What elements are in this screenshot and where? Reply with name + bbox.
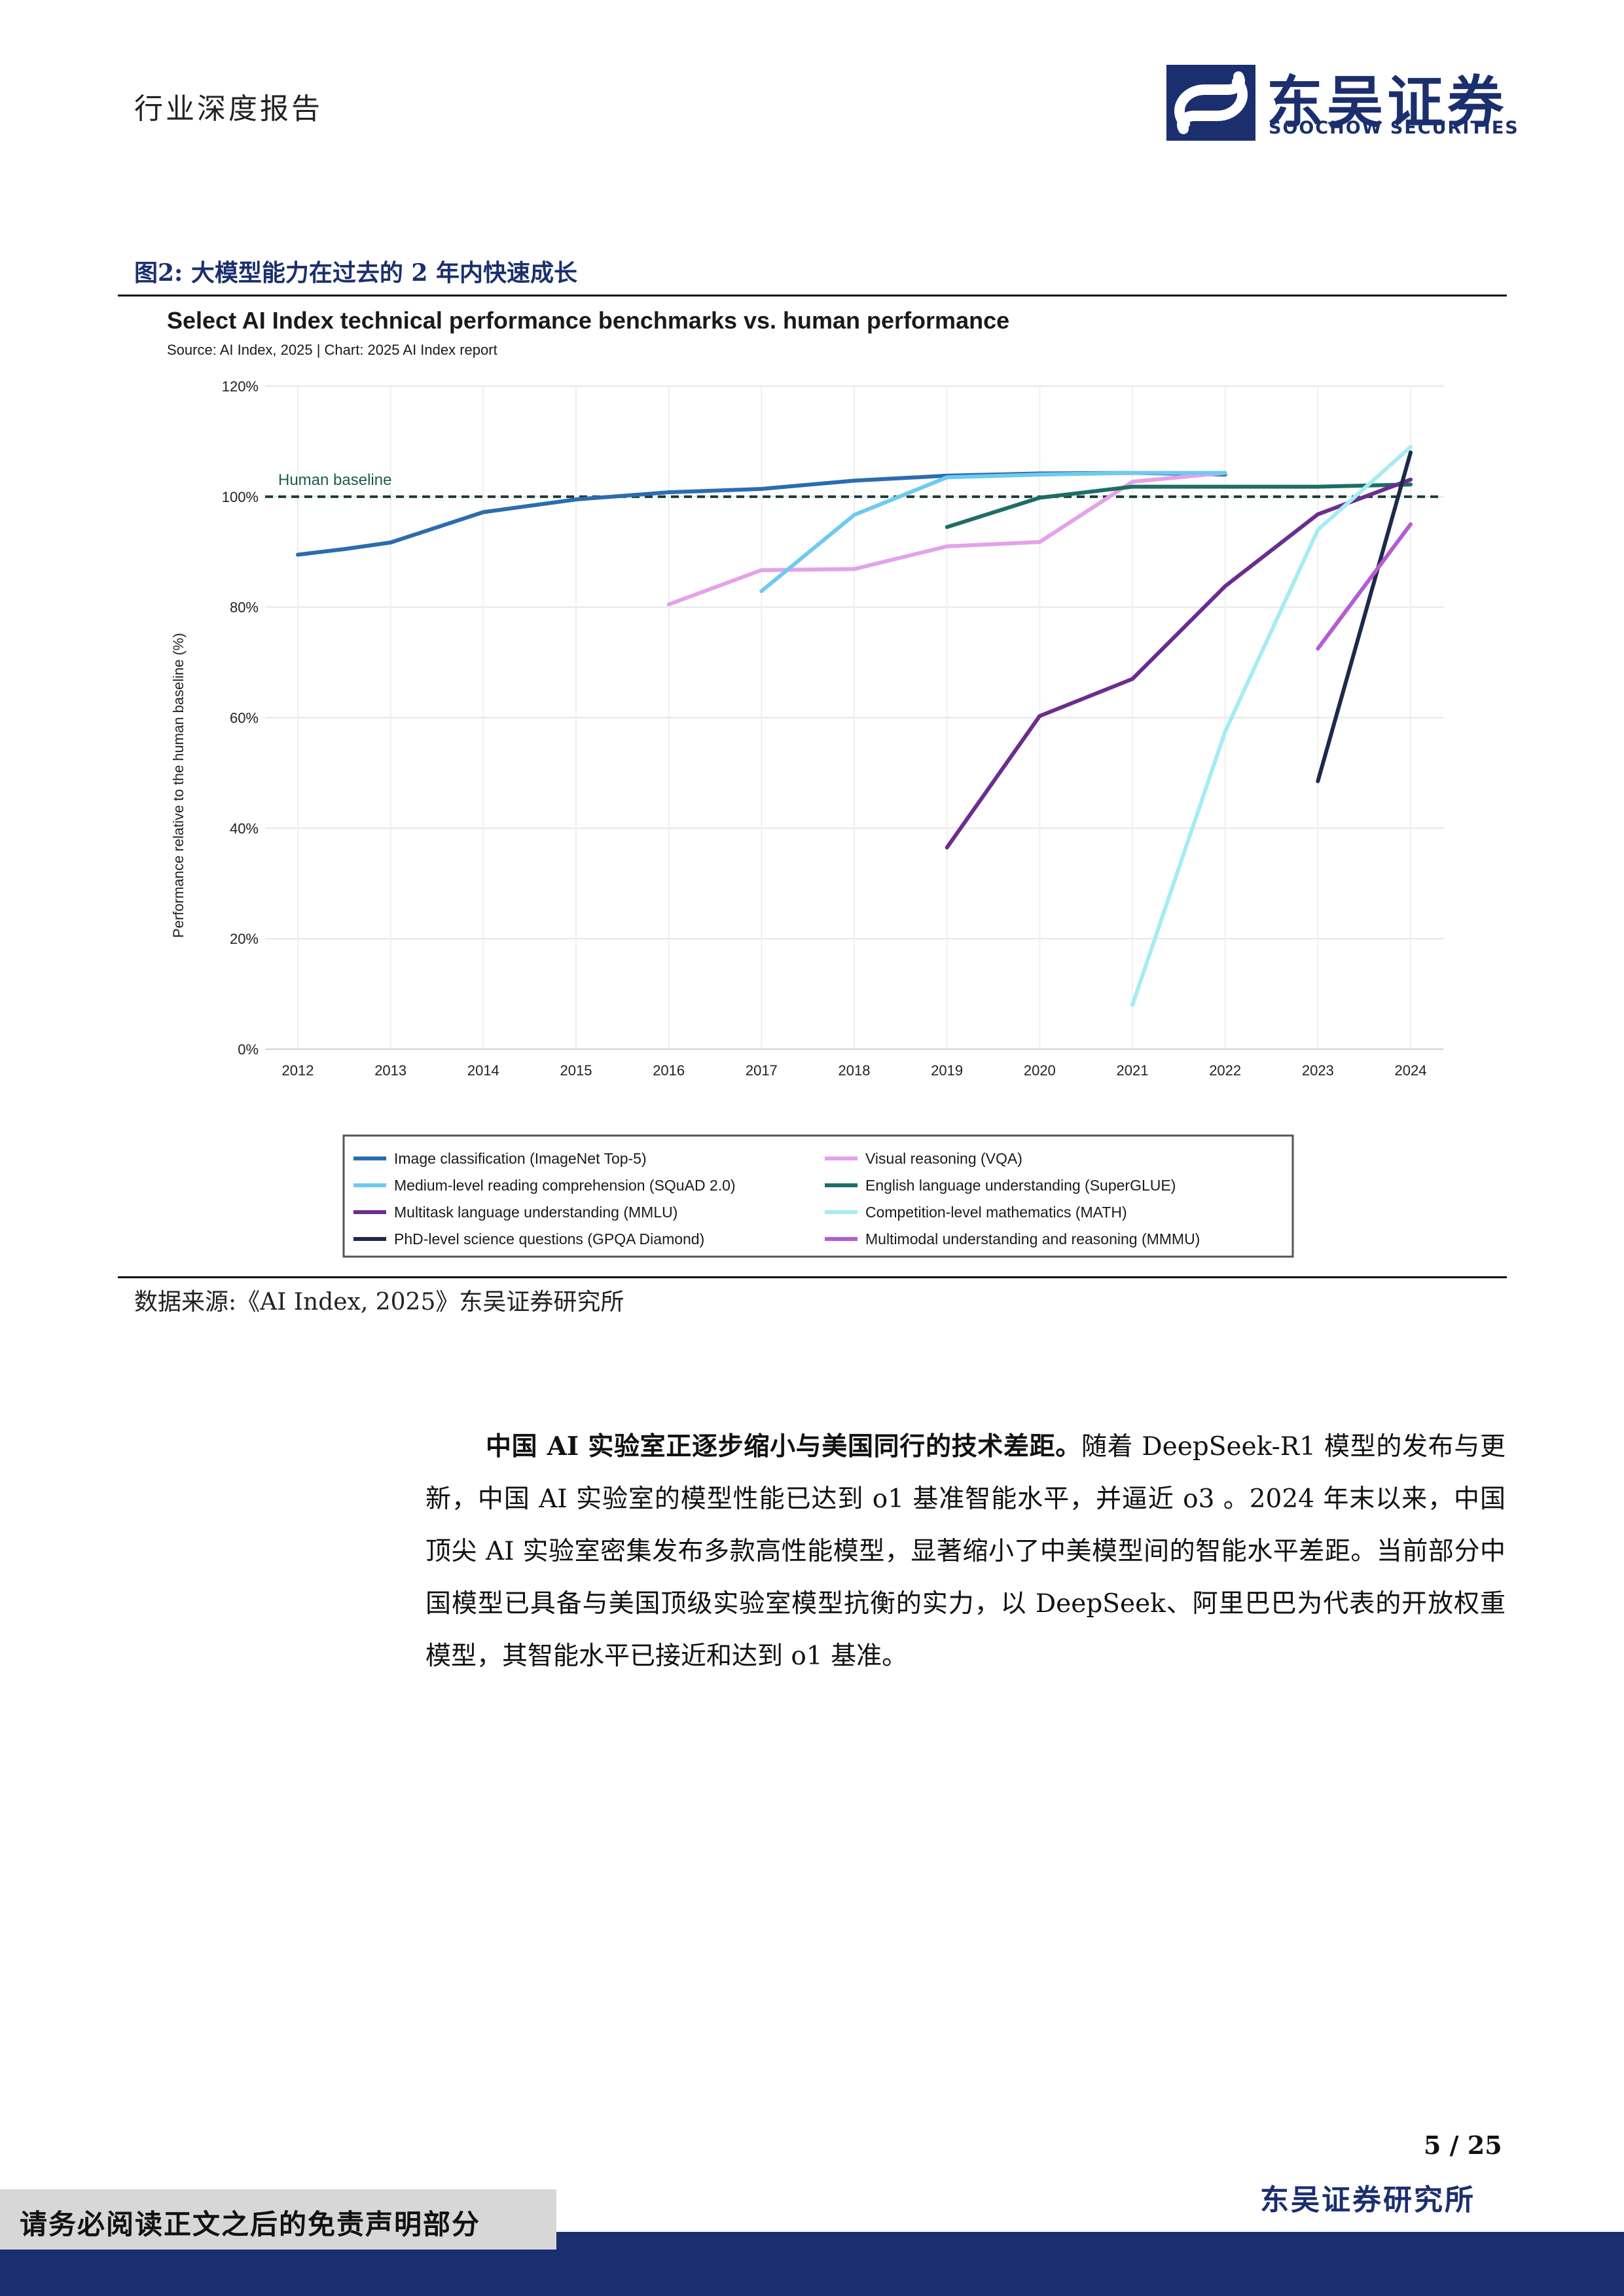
y-tick-label: 40% [230, 820, 259, 836]
x-tick-label: 2017 [746, 1062, 778, 1079]
legend-box [342, 1134, 1294, 1258]
company-logo: 东吴证券 SOOCHOW SECURITIES [1165, 60, 1518, 145]
benchmark-line-chart: Select AI Index technical performance be… [167, 307, 1443, 1258]
footer-disclaimer: 请务必阅读正文之后的免责声明部分 [20, 2208, 481, 2240]
page-number: 5 / 25 [1424, 2130, 1502, 2160]
footer-org-name: 东吴证券研究所 [1260, 2183, 1475, 2217]
x-tick-label: 2023 [1302, 1062, 1334, 1079]
caption-rule-bottom [118, 1276, 1507, 1278]
legend-label: Multimodal understanding and reasoning (… [865, 1230, 1200, 1247]
logo-mark-icon [1166, 65, 1255, 141]
figure-source-note: 数据来源:《AI Index, 2025》东吴证券研究所 [134, 1289, 624, 1316]
legend-label: Multitask language understanding (MMLU) [394, 1204, 677, 1221]
series-line-1 [666, 471, 1227, 607]
body-text: 随着 DeepSeek-R1 模型的发布与更新，中国 AI 实验室的模型性能已达… [425, 1432, 1506, 1671]
caption-rule-top [118, 295, 1507, 296]
y-tick-label: 100% [222, 489, 259, 505]
chart-area: Select AI Index technical performance be… [134, 301, 1507, 1276]
x-tick-label: 2014 [467, 1062, 499, 1079]
series-line-6 [1316, 450, 1413, 783]
x-tick-label: 2022 [1209, 1062, 1241, 1079]
x-tick-label: 2012 [282, 1062, 314, 1079]
x-tick-label: 2015 [560, 1062, 592, 1079]
legend-label: Medium-level reading comprehension (SQuA… [394, 1177, 736, 1194]
x-tick-label: 2024 [1395, 1062, 1427, 1079]
series-line-7 [1316, 522, 1413, 651]
x-tick-label: 2021 [1117, 1062, 1149, 1079]
chart-subtitle: Source: AI Index, 2025 | Chart: 2025 AI … [167, 342, 497, 358]
logo-chinese-name: 东吴证券 [1267, 70, 1507, 135]
body-paragraph: 中国 AI 实验室正逐步缩小与美国同行的技术差距。随着 DeepSeek-R1 … [425, 1420, 1506, 1683]
report-type-label: 行业深度报告 [134, 92, 323, 126]
x-tick-label: 2016 [653, 1062, 685, 1079]
legend-label: Competition-level mathematics (MATH) [865, 1204, 1127, 1221]
figure-caption: 图2: 大模型能力在过去的 2 年内快速成长 [134, 259, 577, 287]
series-line-5 [1130, 444, 1413, 1007]
series-line-3 [945, 482, 1413, 529]
y-tick-label: 20% [230, 931, 259, 947]
y-tick-label: 0% [238, 1041, 259, 1058]
body-lead-bold: 中国 AI 实验室正逐步缩小与美国同行的技术差距。 [486, 1431, 1081, 1462]
series-line-4 [945, 477, 1413, 850]
chart-title: Select AI Index technical performance be… [167, 307, 1009, 334]
y-axis-label: Performance relative to the human baseli… [170, 633, 187, 938]
legend-label: Image classification (ImageNet Top-5) [394, 1150, 647, 1167]
footer-disclaimer-box: 请务必阅读正文之后的免责声明部分 [0, 2189, 556, 2250]
human-baseline-label: Human baseline [278, 471, 391, 489]
legend-label: English language understanding (SuperGLU… [865, 1177, 1176, 1194]
x-tick-label: 2019 [931, 1062, 963, 1079]
y-tick-label: 120% [222, 378, 259, 395]
series-line-2 [759, 471, 1227, 594]
logo-english-name: SOOCHOW SECURITIES [1269, 118, 1519, 138]
x-tick-label: 2013 [374, 1062, 406, 1079]
y-tick-label: 80% [230, 600, 259, 616]
legend-label: Visual reasoning (VQA) [865, 1150, 1022, 1167]
legend-label: PhD-level science questions (GPQA Diamon… [394, 1230, 704, 1247]
x-tick-label: 2020 [1024, 1062, 1056, 1079]
y-tick-label: 60% [230, 710, 259, 726]
x-tick-label: 2018 [839, 1062, 871, 1079]
